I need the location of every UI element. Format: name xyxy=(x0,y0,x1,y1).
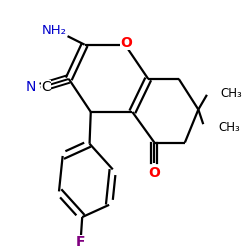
Text: NH₂: NH₂ xyxy=(42,24,66,36)
Text: O: O xyxy=(120,36,132,51)
Text: C: C xyxy=(41,80,51,94)
Text: CH₃: CH₃ xyxy=(218,121,240,134)
Text: N: N xyxy=(26,80,36,94)
Text: CH₃: CH₃ xyxy=(220,87,242,100)
Text: O: O xyxy=(148,166,160,180)
Text: F: F xyxy=(76,234,86,248)
